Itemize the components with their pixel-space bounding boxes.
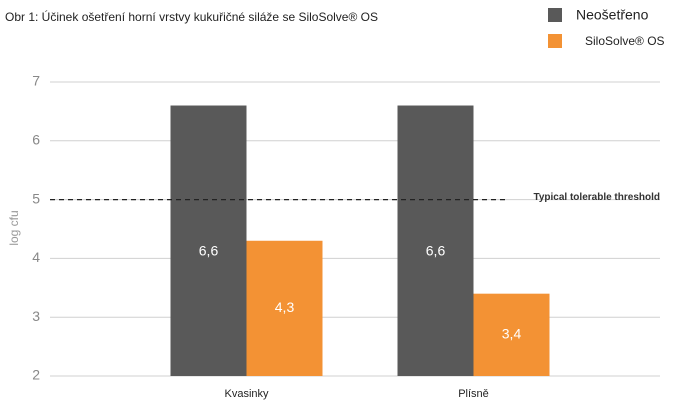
legend-swatch xyxy=(548,34,562,48)
bar xyxy=(473,293,550,376)
y-tick-label: 7 xyxy=(32,73,40,89)
value-label: 4,3 xyxy=(275,299,295,315)
y-tick-label: 4 xyxy=(32,249,40,265)
bar xyxy=(397,105,474,377)
x-tick-label: Plísně xyxy=(458,388,489,400)
legend-label: Neošetřeno xyxy=(576,7,649,23)
threshold-label: Typical tolerable threshold xyxy=(533,192,660,203)
bar xyxy=(246,240,323,376)
y-axis-label: log cfu xyxy=(7,210,21,245)
value-label: 3,4 xyxy=(502,326,522,342)
value-label: 6,6 xyxy=(199,242,219,258)
bar xyxy=(170,105,247,377)
legend-swatch xyxy=(548,8,562,22)
y-tick-label: 6 xyxy=(32,132,40,148)
chart-title: Obr 1: Účinek ošetření horní vrstvy kuku… xyxy=(5,9,378,24)
x-tick-label: Kvasinky xyxy=(224,388,269,400)
legend-label: SiloSolve® OS xyxy=(585,34,665,48)
value-label: 6,6 xyxy=(426,242,446,258)
y-tick-label: 5 xyxy=(32,190,40,206)
y-tick-label: 2 xyxy=(32,367,40,383)
y-tick-label: 3 xyxy=(32,308,40,324)
